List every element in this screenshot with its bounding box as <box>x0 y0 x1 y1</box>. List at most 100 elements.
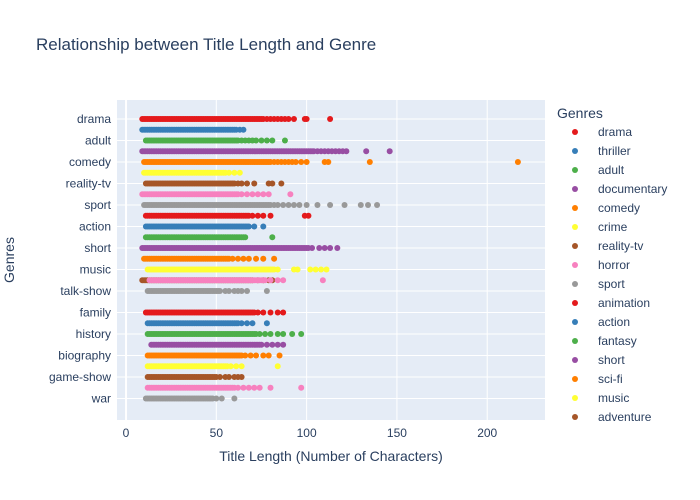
data-point <box>251 384 258 391</box>
legend-item-reality-tv[interactable]: reality-tv <box>572 239 643 253</box>
legend-item-adult[interactable]: adult <box>572 163 625 177</box>
legend-label: drama <box>598 125 632 139</box>
data-point <box>274 277 281 284</box>
legend-item-documentary[interactable]: documentary <box>572 182 667 196</box>
series-animation <box>144 384 305 391</box>
data-point <box>280 331 287 337</box>
data-point <box>289 331 296 337</box>
legend-label: crime <box>598 220 628 234</box>
y-axis-title: Genres <box>1 237 17 283</box>
data-point <box>366 159 373 165</box>
data-point <box>265 352 272 359</box>
data-point <box>276 352 283 359</box>
data-point <box>318 266 325 273</box>
series-horror <box>144 363 281 370</box>
data-point <box>296 202 303 208</box>
legend-item-thriller[interactable]: thriller <box>572 144 631 158</box>
data-point <box>386 148 393 155</box>
data-point <box>251 223 258 230</box>
data-point <box>260 255 267 262</box>
legend-marker <box>572 376 578 382</box>
data-point <box>231 395 238 402</box>
data-point <box>253 137 260 144</box>
data-point <box>263 320 270 327</box>
data-point <box>256 331 263 337</box>
legend-item-short[interactable]: short <box>572 353 625 367</box>
legend-marker <box>572 243 578 249</box>
data-point <box>290 202 297 208</box>
series-action <box>142 395 238 402</box>
legend-marker <box>572 224 578 230</box>
data-point <box>260 352 267 359</box>
data-point <box>245 255 252 262</box>
series-drama <box>139 116 334 122</box>
legend-item-adventure[interactable]: adventure <box>572 410 652 424</box>
legend[interactable]: drama thriller adult documentary comedy crime… <box>572 125 667 424</box>
data-point <box>269 341 276 348</box>
data-point <box>234 384 241 391</box>
data-point <box>238 180 245 187</box>
data-point <box>227 363 234 370</box>
legend-item-sport[interactable]: sport <box>572 277 625 291</box>
data-point <box>327 202 334 208</box>
data-point <box>216 374 223 380</box>
legend-item-music[interactable]: music <box>572 391 629 405</box>
series-adult <box>142 137 288 144</box>
legend-label: fantasy <box>598 334 637 348</box>
y-tick-label: game-show <box>49 370 111 384</box>
data-point <box>274 309 281 316</box>
data-point <box>233 363 240 370</box>
data-point <box>236 169 243 176</box>
data-point <box>254 309 261 316</box>
legend-label: documentary <box>598 182 667 196</box>
legend-label: thriller <box>598 144 631 158</box>
series-comedy <box>141 159 521 165</box>
series-sport <box>144 374 245 380</box>
data-point <box>274 266 281 273</box>
legend-item-horror[interactable]: horror <box>572 258 630 272</box>
series-thriller <box>139 126 247 133</box>
legend-item-crime[interactable]: crime <box>572 220 628 234</box>
data-point <box>225 169 232 176</box>
legend-marker <box>572 167 578 173</box>
data-point <box>251 180 258 187</box>
data-point <box>334 245 341 251</box>
series-animation <box>142 212 312 219</box>
data-point <box>292 159 299 165</box>
data-point <box>240 126 247 133</box>
data-point <box>271 255 278 262</box>
legend-item-sci-fi[interactable]: sci-fi <box>572 372 623 386</box>
legend-item-drama[interactable]: drama <box>572 125 632 139</box>
data-point <box>280 202 287 208</box>
data-point <box>231 169 238 176</box>
series-action <box>142 223 267 230</box>
legend-label: comedy <box>598 201 640 215</box>
y-tick-label: drama <box>77 112 111 126</box>
series-adult <box>142 309 287 316</box>
legend-item-animation[interactable]: animation <box>572 296 650 310</box>
data-point <box>285 116 292 122</box>
y-tick-label: history <box>76 327 111 341</box>
legend-marker <box>572 414 578 420</box>
legend-marker <box>572 129 578 135</box>
legend-item-action[interactable]: action <box>572 315 630 329</box>
data-point <box>374 202 381 208</box>
legend-item-fantasy[interactable]: fantasy <box>572 334 637 348</box>
data-point <box>321 245 328 251</box>
data-point <box>263 288 270 294</box>
data-point <box>262 277 269 284</box>
data-point <box>244 180 251 187</box>
legend-marker <box>572 357 578 363</box>
data-point <box>274 331 281 337</box>
legend-item-comedy[interactable]: comedy <box>572 201 640 215</box>
y-tick-label: sport <box>84 198 111 212</box>
data-point <box>303 202 310 208</box>
data-point <box>269 180 276 187</box>
y-tick-label: action <box>79 220 111 234</box>
data-point <box>245 223 252 230</box>
data-point <box>244 320 251 327</box>
legend-marker <box>572 300 578 306</box>
series-reality-tv <box>142 180 285 187</box>
data-point <box>298 159 305 165</box>
